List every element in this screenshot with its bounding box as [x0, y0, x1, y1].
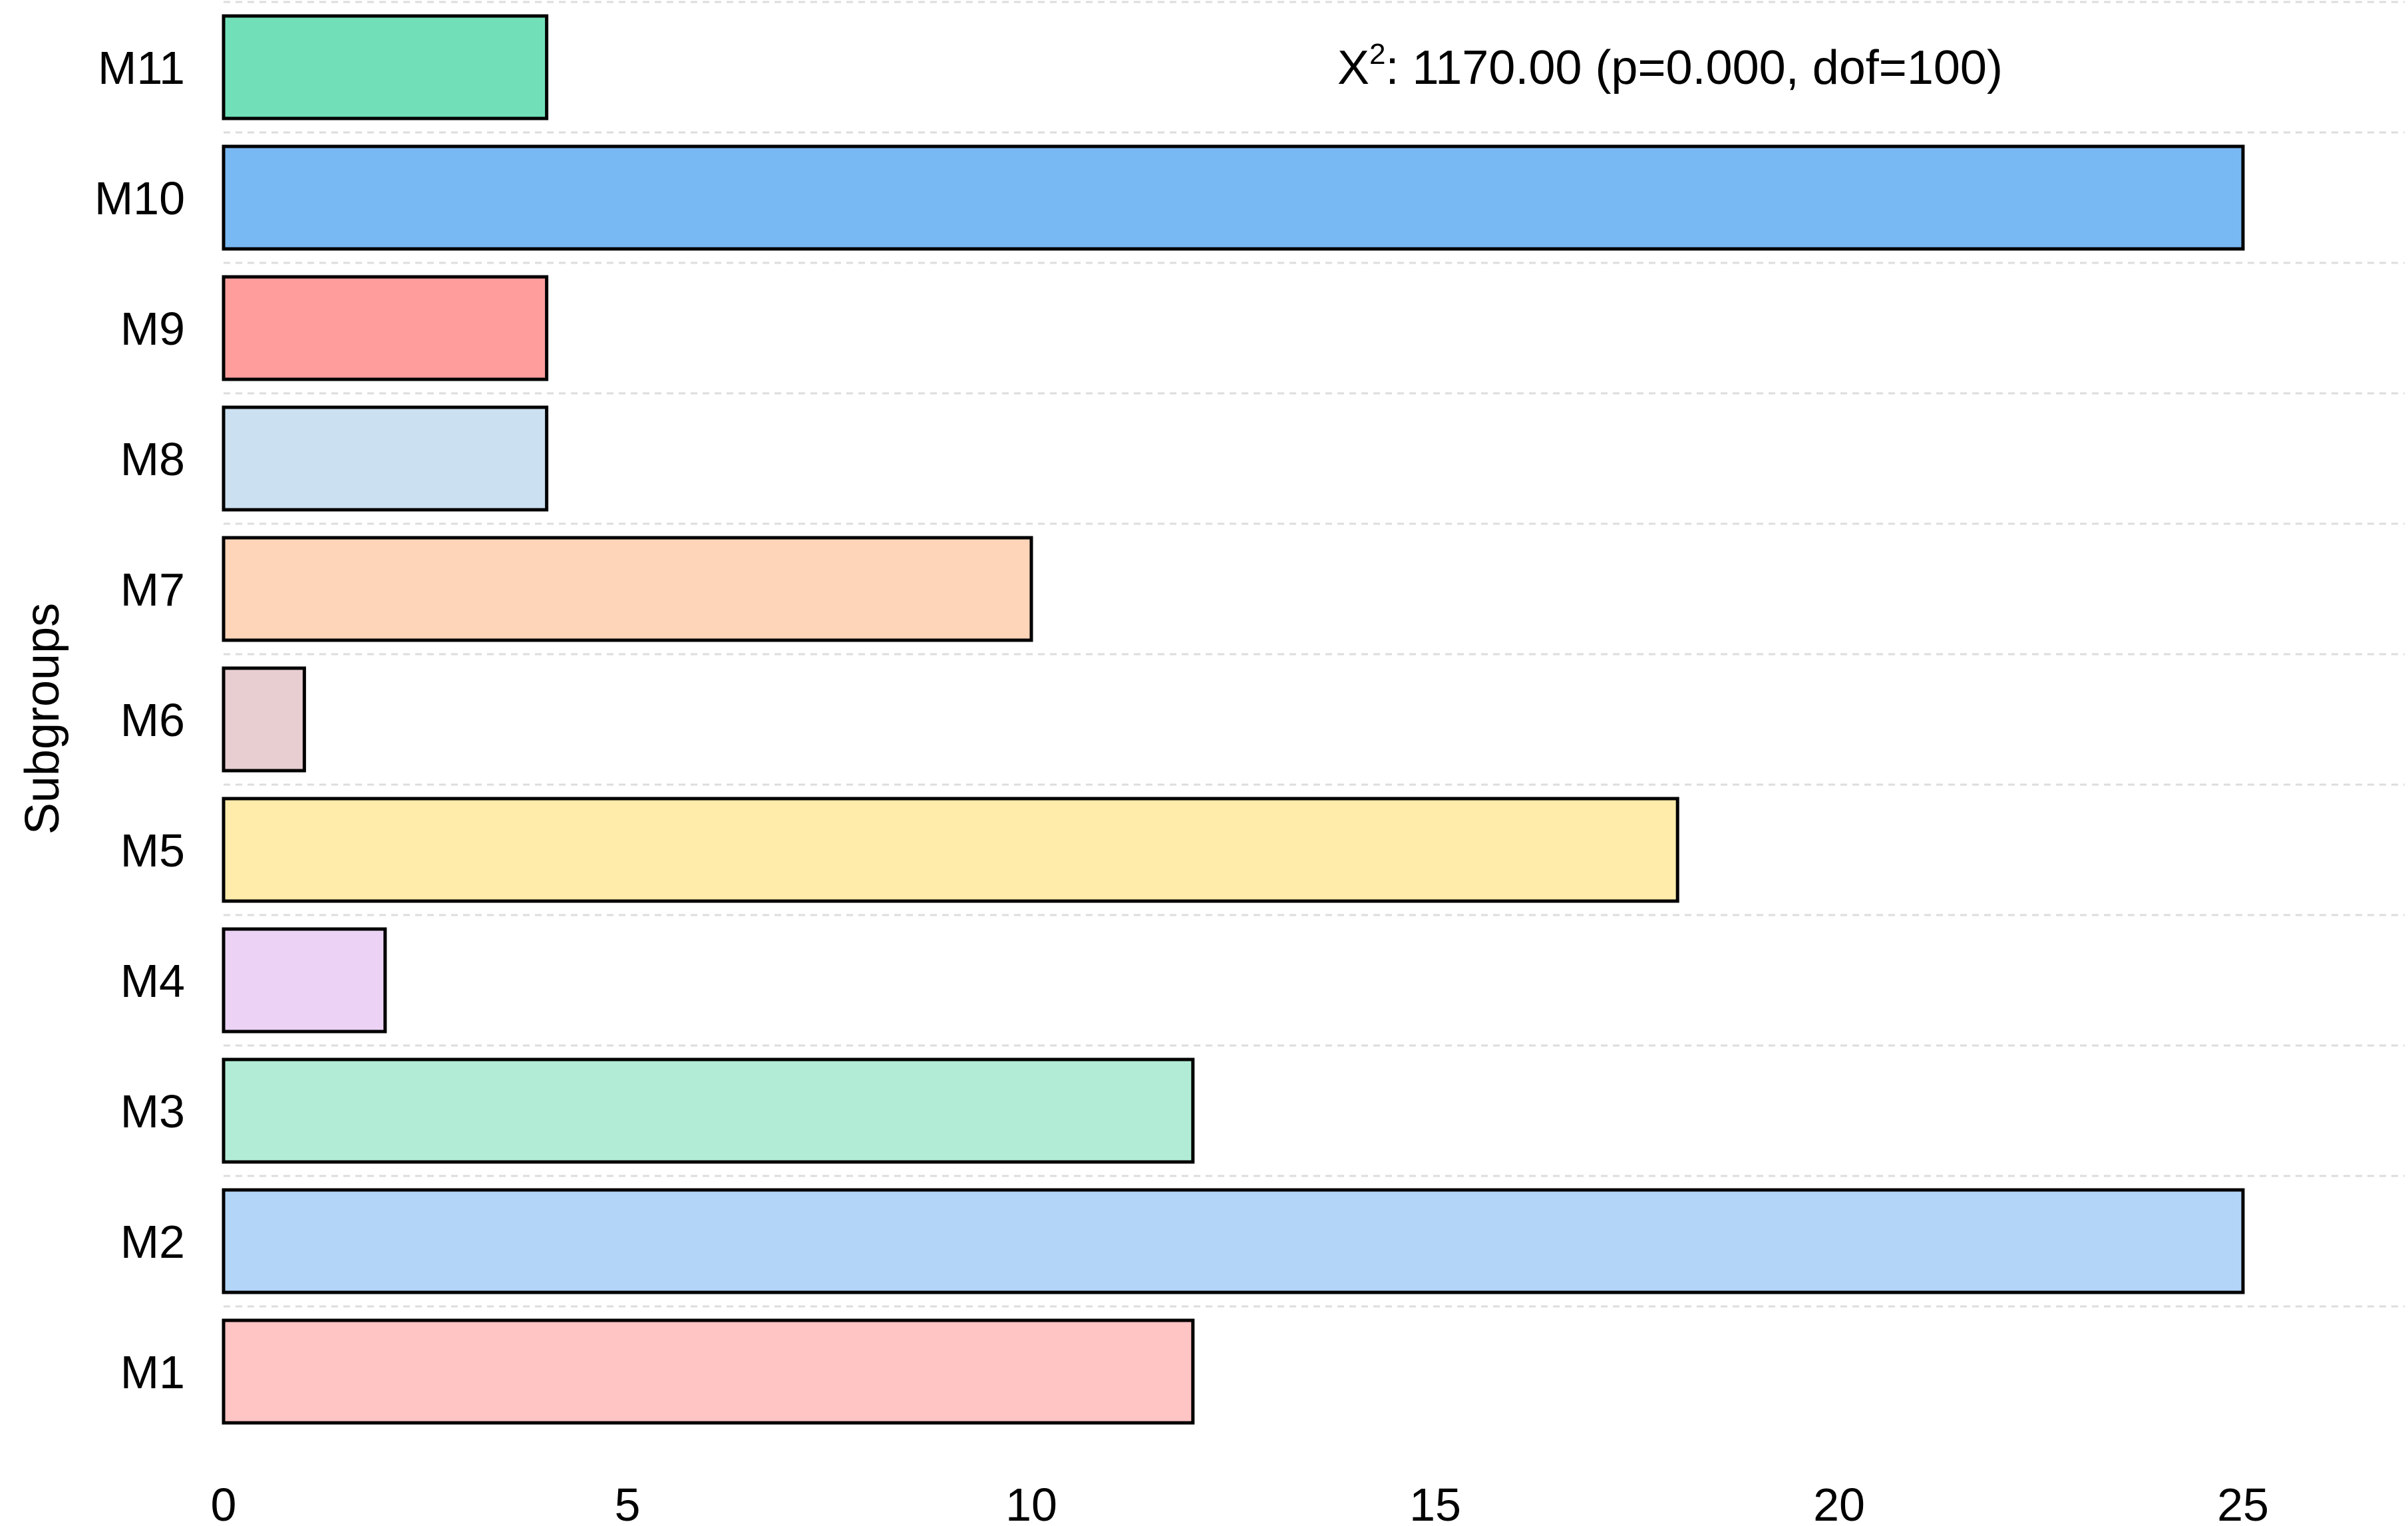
x-tick-label: 5 [615, 1479, 641, 1523]
bar-m7 [222, 536, 1033, 642]
x-tick-label: 0 [211, 1479, 237, 1523]
chi-square-annotation: X2: 1170.00 (p=0.000, dof=100) [1337, 38, 2003, 95]
y-tick-label-m11: M11 [98, 42, 185, 94]
y-tick-label-m6: M6 [120, 694, 185, 746]
y-tick-label-m9: M9 [120, 303, 185, 355]
grid-lines [224, 1, 2405, 1308]
y-tick-label-m7: M7 [120, 564, 185, 616]
x-tick-label: 15 [1409, 1479, 1461, 1523]
y-axis-title: Subgroups [16, 603, 69, 835]
x-tick-labels: 0 5 10 15 20 25 [211, 1479, 2269, 1526]
bar-m9 [222, 275, 549, 381]
x-tick-label: 25 [2217, 1479, 2269, 1523]
annotation-superscript: 2 [1369, 38, 1385, 71]
bar-m5 [222, 797, 1679, 903]
bar-m10 [222, 144, 2245, 251]
bar-m8 [222, 405, 549, 512]
bar-m4 [222, 927, 387, 1034]
y-tick-label-m2: M2 [120, 1216, 185, 1268]
y-tick-label-m8: M8 [120, 433, 185, 485]
bar-m3 [222, 1057, 1195, 1164]
y-tick-label-m3: M3 [120, 1085, 185, 1137]
x-tick-label: 10 [1005, 1479, 1057, 1523]
bar-m2 [222, 1188, 2245, 1294]
bar-m11 [222, 14, 549, 120]
annotation-prefix: X [1337, 41, 1369, 95]
y-tick-labels: M1 M2 M3 M4 M5 M6 M7 M8 M9 M10 M11 [94, 42, 185, 1398]
y-tick-label-m1: M1 [120, 1346, 185, 1398]
y-tick-label-m5: M5 [120, 825, 185, 876]
y-tick-label-m10: M10 [94, 172, 185, 224]
x-tick-label: 20 [1813, 1479, 1865, 1523]
annotation-text: : 1170.00 (p=0.000, dof=100) [1386, 41, 2003, 95]
bar-m6 [222, 666, 306, 773]
y-tick-label-m4: M4 [120, 955, 185, 1007]
bars [222, 14, 2245, 1425]
bar-m1 [222, 1318, 1195, 1425]
